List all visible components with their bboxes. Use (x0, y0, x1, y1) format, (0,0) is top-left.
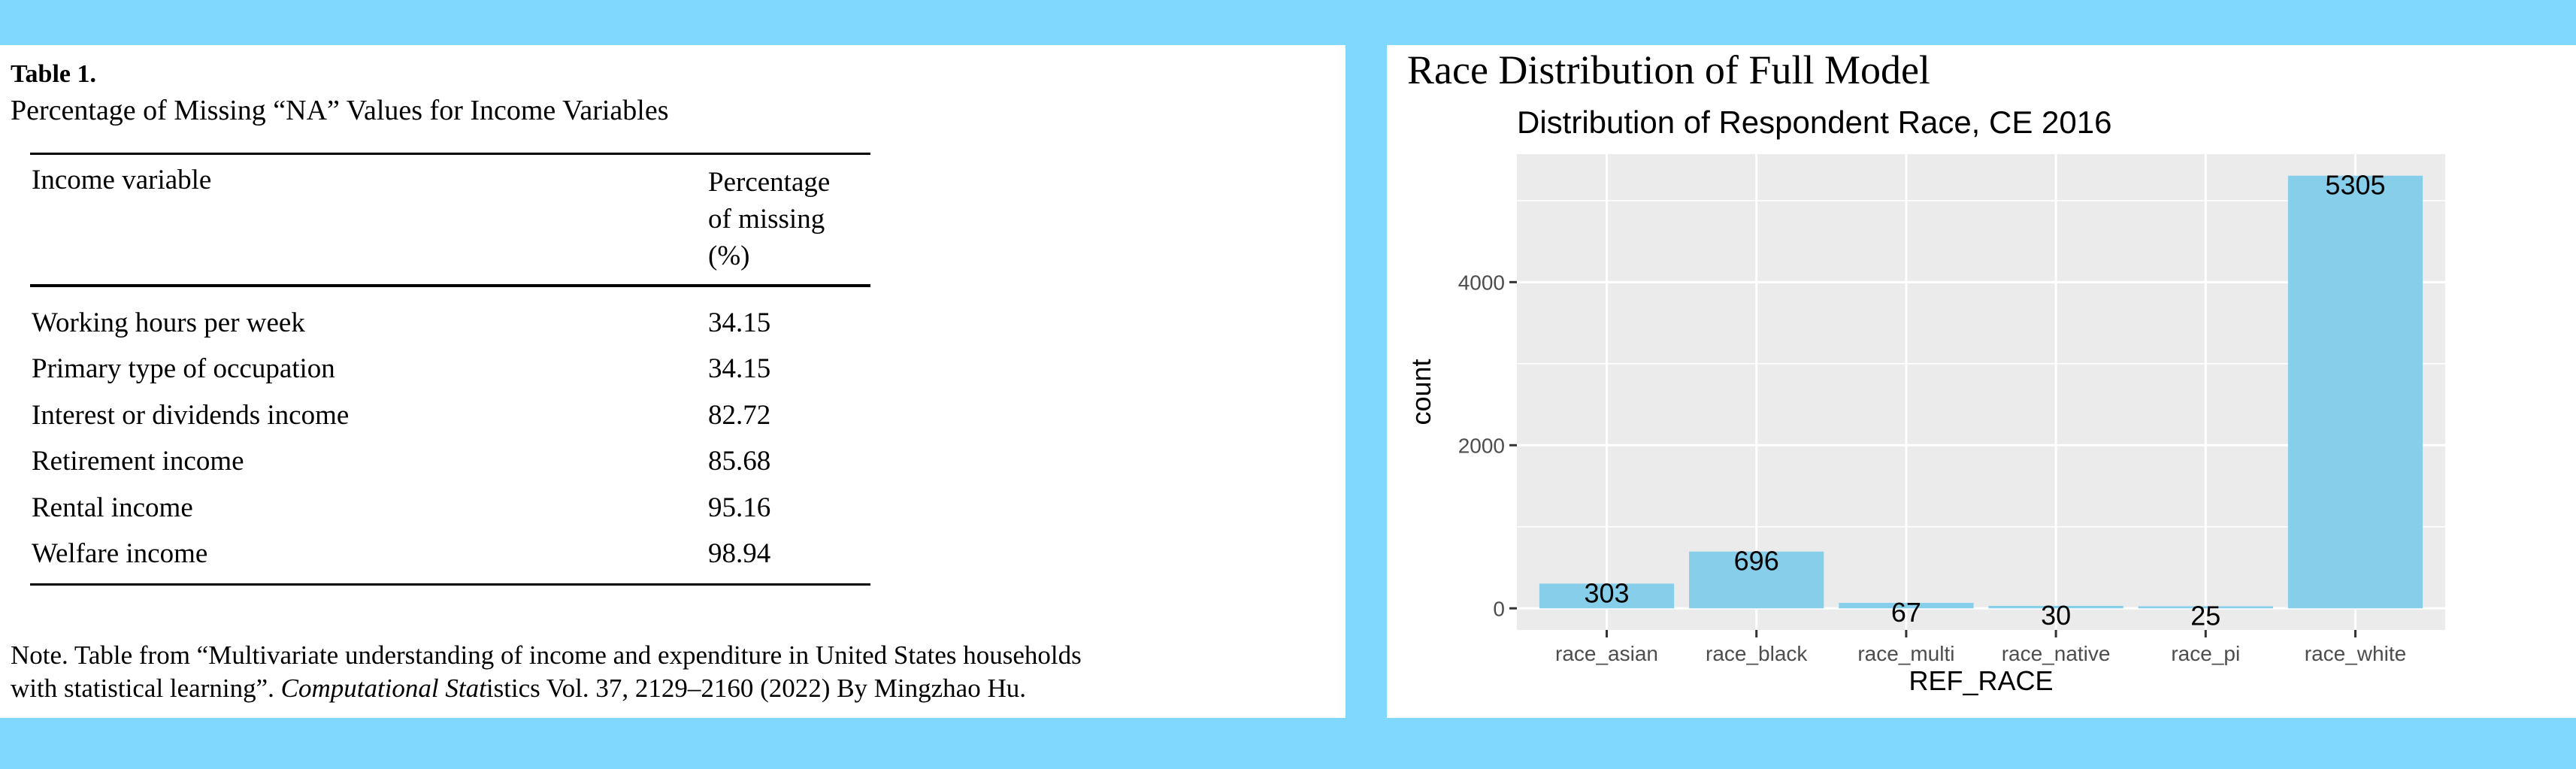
column-header-income-variable: Income variable (32, 165, 212, 195)
table-header-rule (30, 284, 870, 287)
table-top-rule (30, 153, 870, 155)
x-axis-label: REF_RACE (1909, 665, 2053, 696)
table-row-value: 82.72 (708, 400, 771, 431)
data-label: 5305 (2325, 170, 2385, 201)
data-label: 25 (2190, 601, 2220, 631)
y-axis-label: count (1406, 359, 1436, 425)
note-line-2: with statistical learning”. Computationa… (11, 672, 1082, 705)
table-row-value: 98.94 (708, 538, 771, 569)
bar-race_pi (2138, 606, 2273, 609)
y-tick-label: 4000 (1458, 271, 1505, 294)
data-label: 303 (1584, 577, 1629, 608)
bar-race_multi (1839, 602, 1974, 609)
table-row-value: 34.15 (708, 353, 771, 384)
y-tick-label: 2000 (1458, 434, 1505, 457)
bar-race_native (1988, 605, 2123, 609)
table-label: Table 1. (11, 60, 97, 88)
x-tick-label: race_black (1706, 642, 1808, 665)
x-tick-label: race_multi (1857, 642, 1954, 665)
table-row-name: Rental income (32, 492, 193, 523)
table-row-value: 95.16 (708, 492, 771, 523)
table-row-value: 85.68 (708, 446, 771, 477)
bar-chart: 0 2000 4000 303 race_asian 696 race_black 67 rac… (1406, 104, 2445, 696)
note-text: with statistical learning”. (11, 674, 281, 703)
data-label: 696 (1734, 546, 1779, 577)
chart-panel: Race Distribution of Full Model 0 2000 400… (1387, 45, 2576, 718)
journal-name: Computational Stat (280, 674, 486, 703)
panel-title: Race Distribution of Full Model (1407, 47, 1930, 92)
table-row-name: Interest or dividends income (32, 400, 350, 431)
table-caption: Percentage of Missing “NA” Values for In… (11, 95, 669, 126)
note-line-1: Note. Table from “Multivariate understan… (11, 640, 1082, 670)
table-row-name: Working hours per week (32, 307, 305, 338)
note-text: istics Vol. 37, 2129–2160 (2022) By Ming… (486, 674, 1026, 703)
table-panel: Table 1. Percentage of Missing “NA” Valu… (0, 45, 1346, 718)
table-row-name: Welfare income (32, 538, 208, 569)
chart-title: Distribution of Respondent Race, CE 2016 (1517, 104, 2111, 140)
bar-race_asian (1539, 583, 1675, 609)
data-label: 67 (1891, 597, 1921, 628)
column-header-percentage: Percentage of missing (%) (708, 167, 831, 271)
x-tick-label: race_native (2002, 642, 2111, 665)
bar-race_black (1689, 551, 1824, 609)
x-tick-label: race_asian (1555, 642, 1658, 665)
y-tick-label: 0 (1493, 597, 1505, 620)
table-bottom-rule (30, 583, 870, 586)
x-tick-label: race_pi (2171, 642, 2240, 665)
bar-race_white (2287, 175, 2423, 609)
table-row-name: Primary type of occupation (32, 353, 335, 384)
table-row-value: 34.15 (708, 307, 771, 338)
data-label: 30 (2041, 600, 2071, 631)
table-row-name: Retirement income (32, 446, 244, 477)
table-note: Note. Table from “Multivariate understan… (11, 639, 1082, 705)
x-tick-label: race_white (2305, 642, 2406, 665)
